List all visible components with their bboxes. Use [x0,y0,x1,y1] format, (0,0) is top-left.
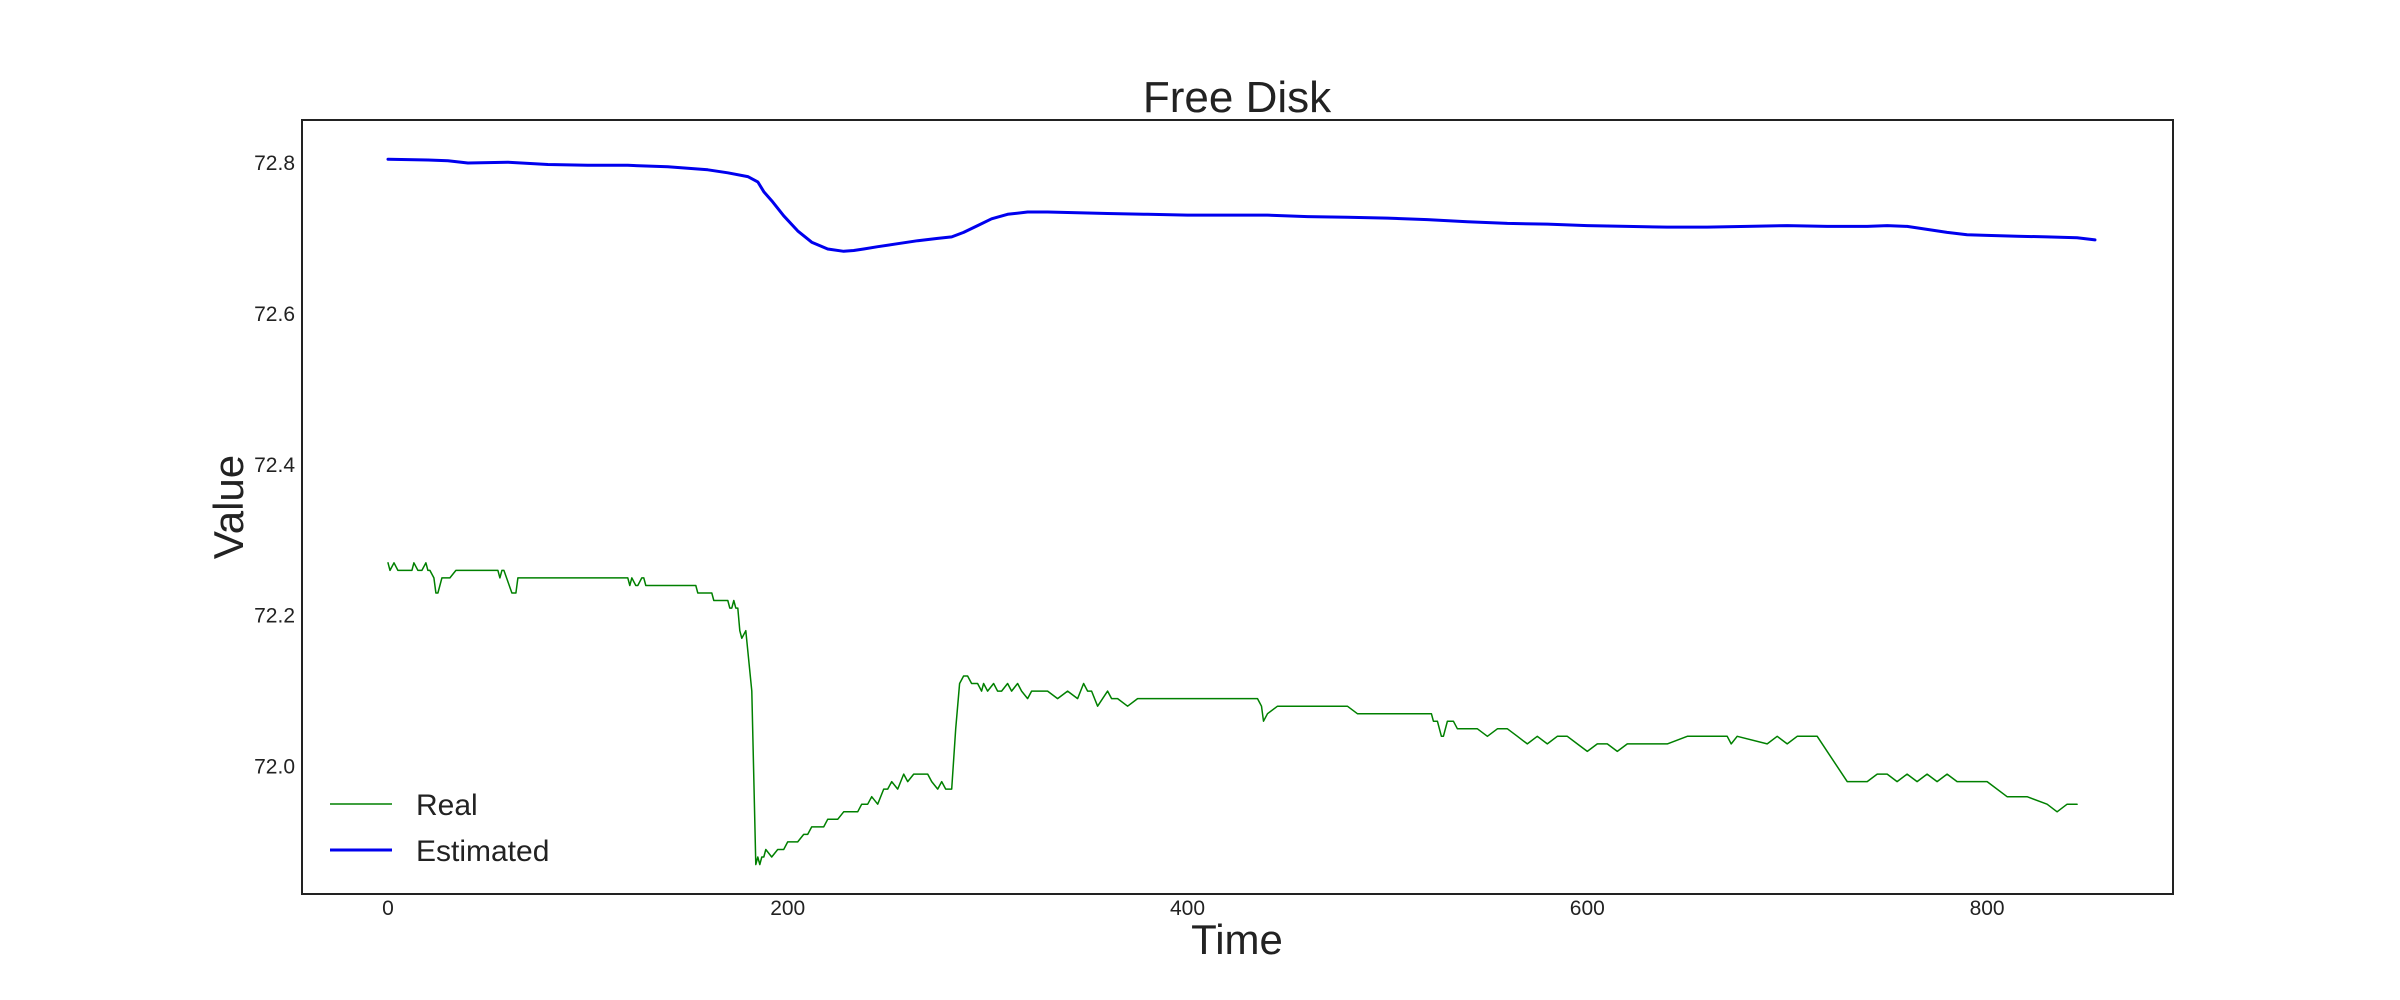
series-line-real [387,562,2078,866]
x-axis-label: Time [1191,916,1283,963]
x-tick-label: 0 [382,897,394,920]
plot-frame [301,119,2174,895]
chart-title: Free Disk [1143,73,1332,122]
series-layer [386,157,2097,866]
y-tick-label: 72.2 [254,605,295,628]
y-axis: 72.0 72.2 72.4 72.6 72.8 [254,152,295,779]
x-axis: 0 200 400 600 800 [382,897,2005,920]
x-tick-label: 800 [1970,897,2005,920]
y-tick-label: 72.8 [254,152,295,175]
y-tick-label: 72.6 [254,303,295,326]
series-line-estimated [386,157,2097,253]
x-tick-label: 400 [1170,897,1205,920]
x-tick-label: 600 [1570,897,1605,920]
y-tick-label: 72.4 [254,454,295,477]
y-tick-label: 72.0 [254,756,295,779]
legend-label-estimated: Estimated [416,835,549,868]
x-tick-label: 200 [770,897,805,920]
legend-label-real: Real [416,789,478,822]
legend: Real Estimated [330,789,549,868]
y-axis-label: Value [205,455,252,559]
